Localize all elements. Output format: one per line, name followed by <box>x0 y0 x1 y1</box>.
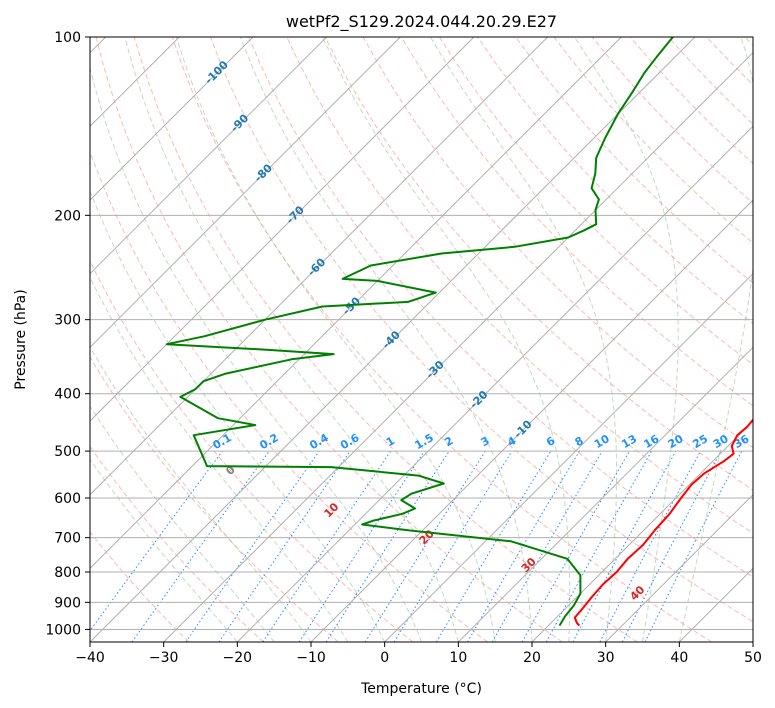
moist-adiabat <box>430 37 617 642</box>
isotherm-line <box>90 37 401 349</box>
isotherm-line <box>531 420 753 642</box>
mixing-ratio-line <box>218 450 351 642</box>
mixing-ratio-line <box>393 450 513 642</box>
y-tick-label: 500 <box>54 444 81 460</box>
chart-title: wetPf2_S129.2024.044.20.29.E27 <box>286 12 557 32</box>
x-tick-label: 20 <box>523 650 541 666</box>
x-axis: −40 −30 −20 −10 0 10 20 30 40 50 <box>75 642 762 666</box>
isotherm-line <box>90 37 549 496</box>
mixing-ratio-line <box>185 450 320 642</box>
plot-frame <box>89 36 754 643</box>
y-tick-label: 800 <box>54 565 81 581</box>
mixing-ratio-line <box>325 450 450 642</box>
y-tick-label: 300 <box>54 313 81 329</box>
x-tick-label: 50 <box>744 650 762 666</box>
isobar-grid <box>90 37 753 630</box>
x-tick-label: −40 <box>75 650 105 666</box>
moist-adiabat <box>175 37 496 642</box>
moist-adiabat <box>90 458 238 642</box>
dry-adiabat <box>171 37 712 642</box>
dewpoint-profile <box>165 37 674 627</box>
isotherm-line <box>236 125 753 642</box>
y-tick-label: 200 <box>54 208 81 224</box>
y-tick-label: 600 <box>54 491 81 507</box>
isotherm-line <box>384 272 753 642</box>
moist-adiabat <box>322 37 571 642</box>
moist-adiabats <box>90 37 753 642</box>
dry-adiabat <box>438 37 753 366</box>
moist-adiabat <box>90 405 275 642</box>
mixing-ratio-lines <box>90 450 743 642</box>
moist-adiabat <box>90 276 349 642</box>
temperature-profile <box>573 418 753 627</box>
mixing-ratio-line <box>131 450 270 642</box>
isotherm-line <box>90 37 328 275</box>
dry-adiabat <box>90 356 339 642</box>
dry-adiabat <box>324 37 753 491</box>
y-tick-label: 900 <box>54 595 81 611</box>
plot-area: -100-90-80-70-60-50-40-30-20-100.1 0.2 0.4… <box>90 37 753 642</box>
isotherm-line <box>90 37 254 201</box>
x-tick-label: 0 <box>380 650 389 666</box>
mixing-ratio-line <box>262 450 392 642</box>
profiles <box>165 37 753 627</box>
isotherm-line <box>90 37 622 570</box>
dry-adiabat <box>90 531 190 642</box>
y-axis: 100 200 300 400 500 600 700 800 900 1000 <box>45 30 90 638</box>
y-tick-label: 700 <box>54 531 81 547</box>
dry-adiabat <box>90 150 488 642</box>
moist-adiabat <box>124 37 459 642</box>
x-tick-label: −10 <box>296 650 326 666</box>
isotherm-grid <box>90 37 753 642</box>
x-tick-label: −30 <box>149 650 179 666</box>
mixing-ratio-line <box>90 450 223 632</box>
moist-adiabat <box>574 37 679 642</box>
moist-adiabat <box>239 37 533 642</box>
isotherm-line <box>90 37 475 422</box>
y-axis-label: Pressure (hPa) <box>13 289 29 389</box>
dry-adiabat <box>95 37 563 642</box>
mixing-ratio-line <box>298 450 425 642</box>
x-tick-label: 40 <box>670 650 688 666</box>
dry-adiabat <box>90 445 264 642</box>
y-tick-label: 100 <box>54 30 81 46</box>
x-tick-label: −20 <box>223 650 253 666</box>
y-tick-label: 400 <box>54 387 81 403</box>
dry-adiabat <box>400 37 753 407</box>
isotherm-line <box>457 346 753 642</box>
moist-adiabat <box>90 189 386 642</box>
mixing-ratio-line <box>545 450 653 642</box>
dry-adiabat <box>210 37 753 623</box>
moist-adiabat <box>678 37 753 642</box>
dry-adiabat <box>515 37 753 284</box>
x-axis-label: Temperature (°C) <box>360 681 482 697</box>
y-tick-label: 1000 <box>45 622 81 638</box>
mixing-ratio-line <box>572 450 677 642</box>
x-tick-label: 10 <box>449 650 467 666</box>
isotherm-line <box>90 37 696 642</box>
isotherm-line <box>310 199 753 642</box>
isotherm-line <box>163 51 753 642</box>
moist-adiabat <box>90 65 422 642</box>
dry-adiabat <box>248 37 753 578</box>
mixing-ratio-line <box>521 450 630 642</box>
x-tick-label: 30 <box>597 650 615 666</box>
isotherm-line <box>605 493 753 642</box>
mixing-ratio-line <box>644 450 743 642</box>
